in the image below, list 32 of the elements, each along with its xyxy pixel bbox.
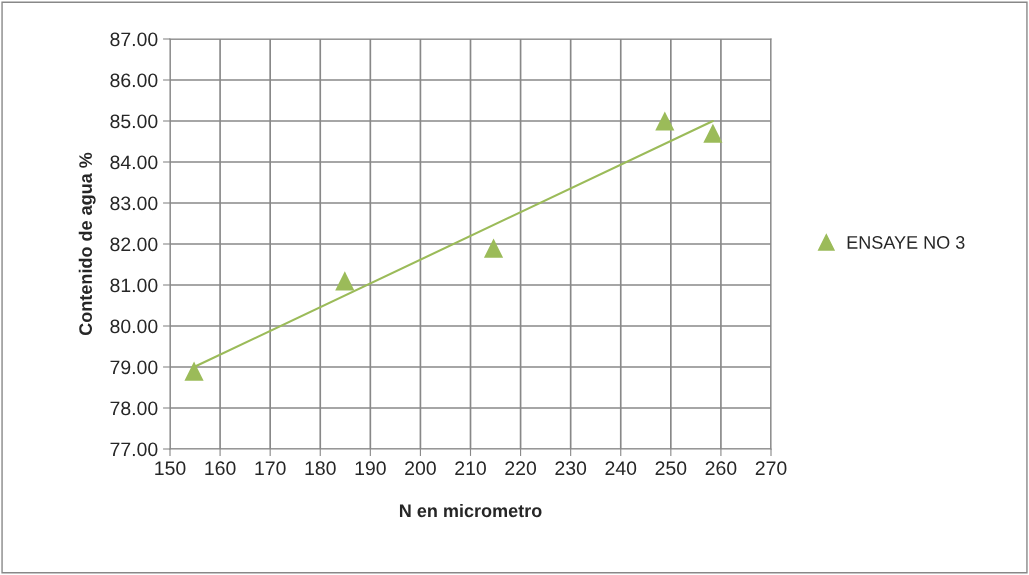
x-tick-label: 250 bbox=[655, 461, 687, 476]
y-tick-label: 78.00 bbox=[110, 401, 158, 416]
y-tick-label: 87.00 bbox=[110, 32, 158, 47]
point bbox=[184, 361, 204, 381]
x-tick-label: 150 bbox=[155, 461, 186, 476]
x-tick-label: 170 bbox=[255, 461, 286, 476]
y-tick-label: 86.00 bbox=[110, 73, 158, 88]
x-tick-label: 230 bbox=[555, 461, 587, 476]
point bbox=[655, 111, 675, 131]
x-tick-label: 260 bbox=[705, 461, 737, 476]
y-tick-label: 81.00 bbox=[110, 278, 158, 293]
y-tick-label: 79.00 bbox=[110, 360, 158, 375]
x-tick-label: 180 bbox=[305, 461, 336, 476]
point bbox=[483, 238, 504, 258]
legend-label: ENSAYE NO 3 bbox=[847, 236, 965, 249]
y-tick-label: 80.00 bbox=[110, 319, 158, 334]
y-tick-label: 85.00 bbox=[110, 114, 158, 129]
y-axis-title: Contenido de agua % bbox=[78, 152, 96, 336]
x-tick-label: 190 bbox=[355, 461, 386, 476]
x-tick-label: 240 bbox=[605, 461, 637, 476]
x-tick-label: 270 bbox=[755, 461, 787, 476]
y-tick-label: 84.00 bbox=[110, 155, 158, 170]
point bbox=[703, 123, 723, 143]
y-tick-label: 82.00 bbox=[110, 237, 158, 252]
x-tick-label: 210 bbox=[455, 461, 486, 476]
point bbox=[335, 271, 355, 291]
x-tick-label: 220 bbox=[505, 461, 537, 476]
x-tick-label: 200 bbox=[405, 461, 436, 476]
y-tick-label: 83.00 bbox=[110, 196, 158, 211]
y-tick-label: 77.00 bbox=[110, 442, 158, 457]
x-axis-title: N en micrometro bbox=[399, 503, 542, 518]
x-tick-label: 160 bbox=[205, 461, 236, 476]
